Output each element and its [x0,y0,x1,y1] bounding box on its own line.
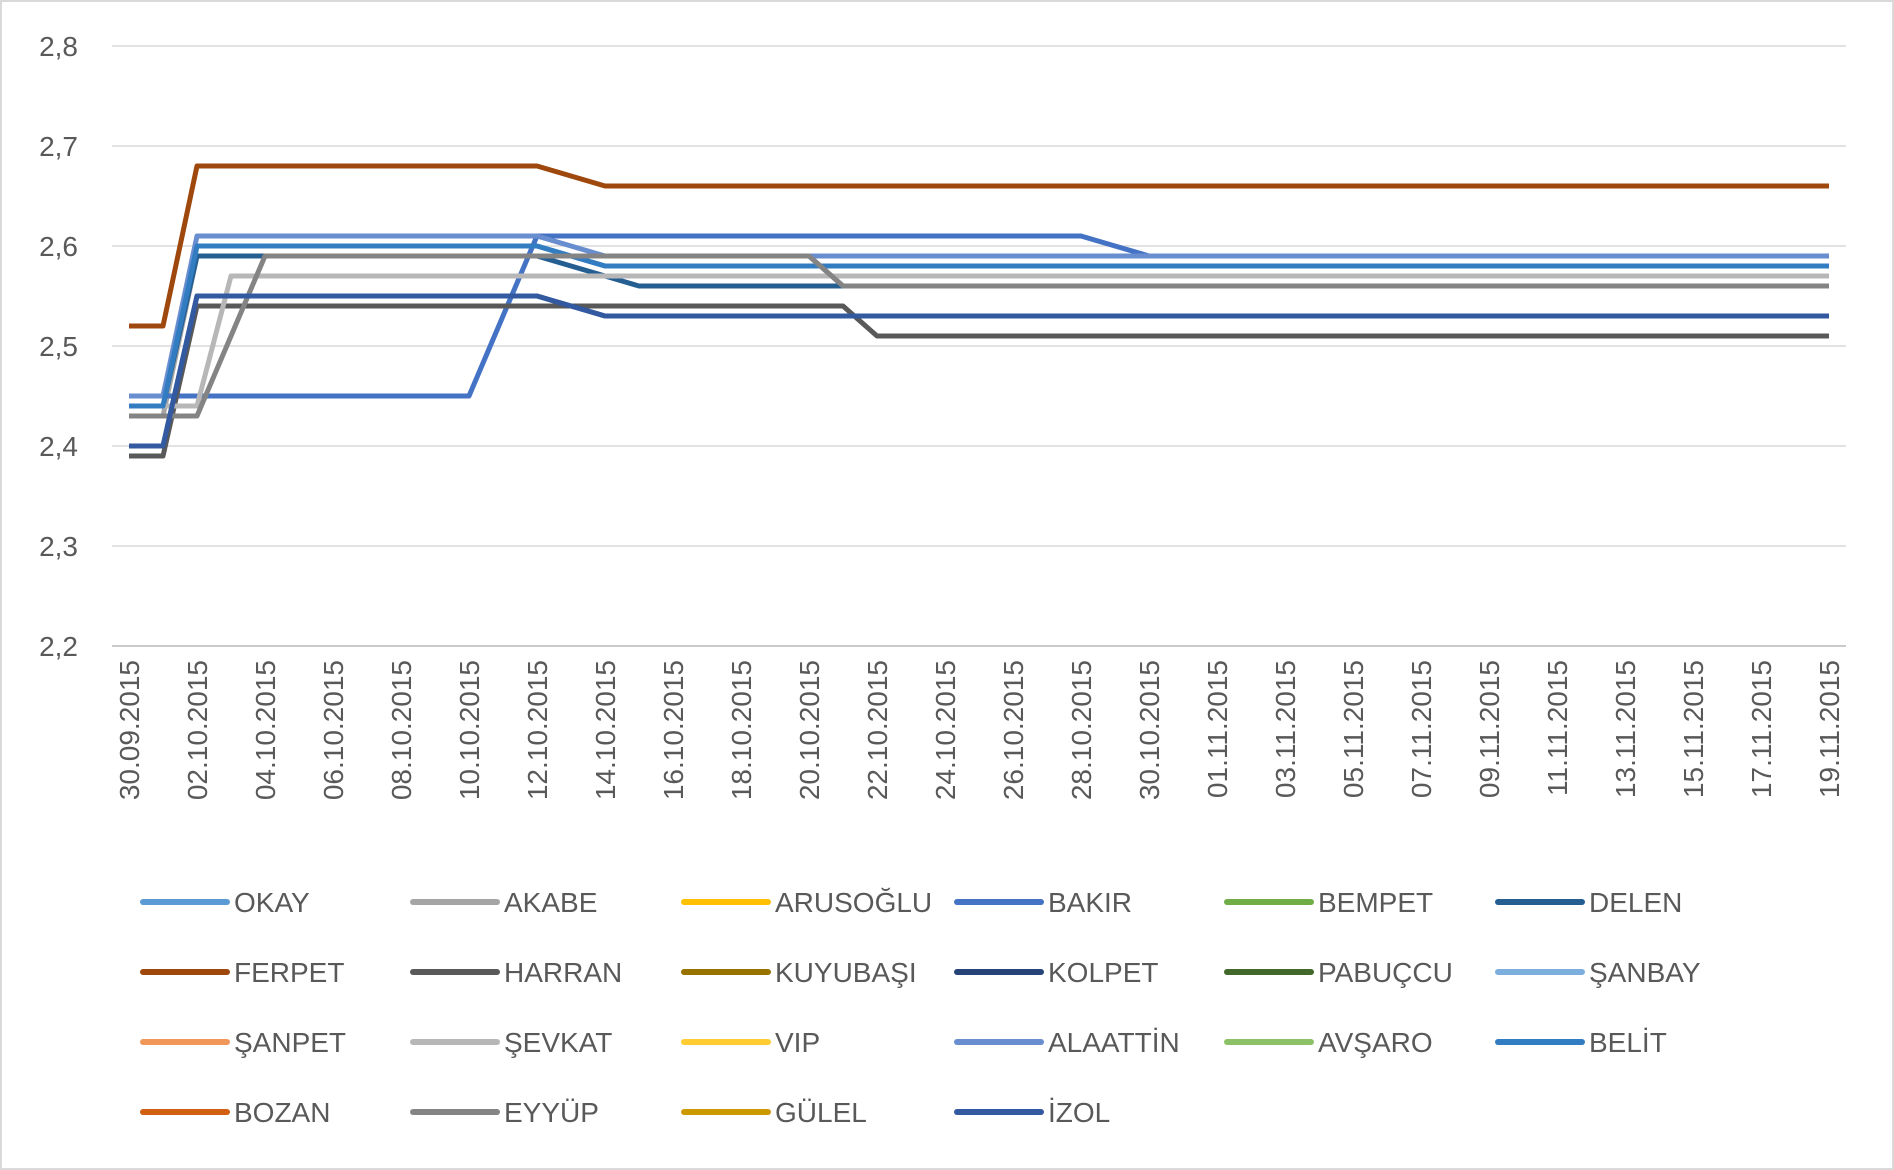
x-tick-label: 30.10.2015 [1134,660,1165,800]
legend-label: EYYÜP [504,1097,599,1128]
series-line [129,273,1829,409]
x-tick-label: 16.10.2015 [658,660,689,800]
y-tick-label: 2,3 [39,531,78,562]
x-tick-label: 11.11.2015 [1542,660,1573,796]
legend-label: HARRAN [504,957,622,988]
legend-label: ARUSOĞLU [775,887,932,918]
x-tick-label: 14.10.2015 [590,660,621,800]
y-tick-label: 2,7 [39,131,78,162]
x-tick-label: 05.11.2015 [1338,660,1369,798]
legend-label: BAKIR [1048,887,1132,918]
legend-label: VIP [775,1027,820,1058]
x-tick-label: 02.10.2015 [182,660,213,800]
x-tick-label: 03.11.2015 [1270,660,1301,798]
x-tick-label: 08.10.2015 [386,660,417,800]
x-tick-label: 19.11.2015 [1814,660,1845,798]
legend-label: ŞANBAY [1589,957,1701,988]
x-tick-label: 28.10.2015 [1066,660,1097,800]
x-tick-label: 07.11.2015 [1406,660,1437,798]
legend-label: ŞANPET [234,1027,346,1058]
y-tick-label: 2,8 [39,31,78,62]
series-line [129,243,1829,409]
series-line [129,303,1829,459]
legend-label: BEMPET [1318,887,1433,918]
legend-label: DELEN [1589,887,1682,918]
legend-label: PABUÇCU [1318,957,1453,988]
y-tick-label: 2,5 [39,331,78,362]
x-tick-label: 13.11.2015 [1610,660,1641,798]
x-tick-label: 18.10.2015 [726,660,757,800]
legend-label: İZOL [1048,1097,1110,1128]
x-tick-label: 17.11.2015 [1746,660,1777,798]
x-tick-label: 04.10.2015 [250,660,281,800]
series-line [129,163,1829,329]
legend-label: BELİT [1589,1027,1667,1058]
legend-label: ŞEVKAT [504,1027,612,1058]
legend-label: OKAY [234,887,310,918]
legend-label: GÜLEL [775,1097,867,1128]
series-line [129,253,1829,419]
x-tick-label: 15.11.2015 [1678,660,1709,798]
x-tick-label: 30.09.2015 [114,660,145,800]
x-tick-label: 10.10.2015 [454,660,485,800]
y-tick-label: 2,6 [39,231,78,262]
legend-label: AKABE [504,887,597,918]
x-tick-label: 22.10.2015 [862,660,893,800]
x-tick-label: 20.10.2015 [794,660,825,800]
x-tick-label: 01.11.2015 [1202,660,1233,798]
legend-label: KUYUBAŞI [775,957,917,988]
legend-label: KOLPET [1048,957,1158,988]
series-line [129,233,1829,399]
x-tick-label: 06.10.2015 [318,660,349,800]
y-tick-label: 2,4 [39,431,78,462]
series-line [129,293,1829,449]
x-tick-label: 12.10.2015 [522,660,553,800]
legend-label: BOZAN [234,1097,330,1128]
legend-label: AVŞARO [1318,1027,1433,1058]
legend-label: FERPET [234,957,344,988]
legend-label: ALAATTİN [1048,1027,1180,1058]
x-tick-label: 26.10.2015 [998,660,1029,800]
x-tick-label: 09.11.2015 [1474,660,1505,798]
y-tick-label: 2,2 [39,631,78,662]
x-tick-label: 24.10.2015 [930,660,961,800]
